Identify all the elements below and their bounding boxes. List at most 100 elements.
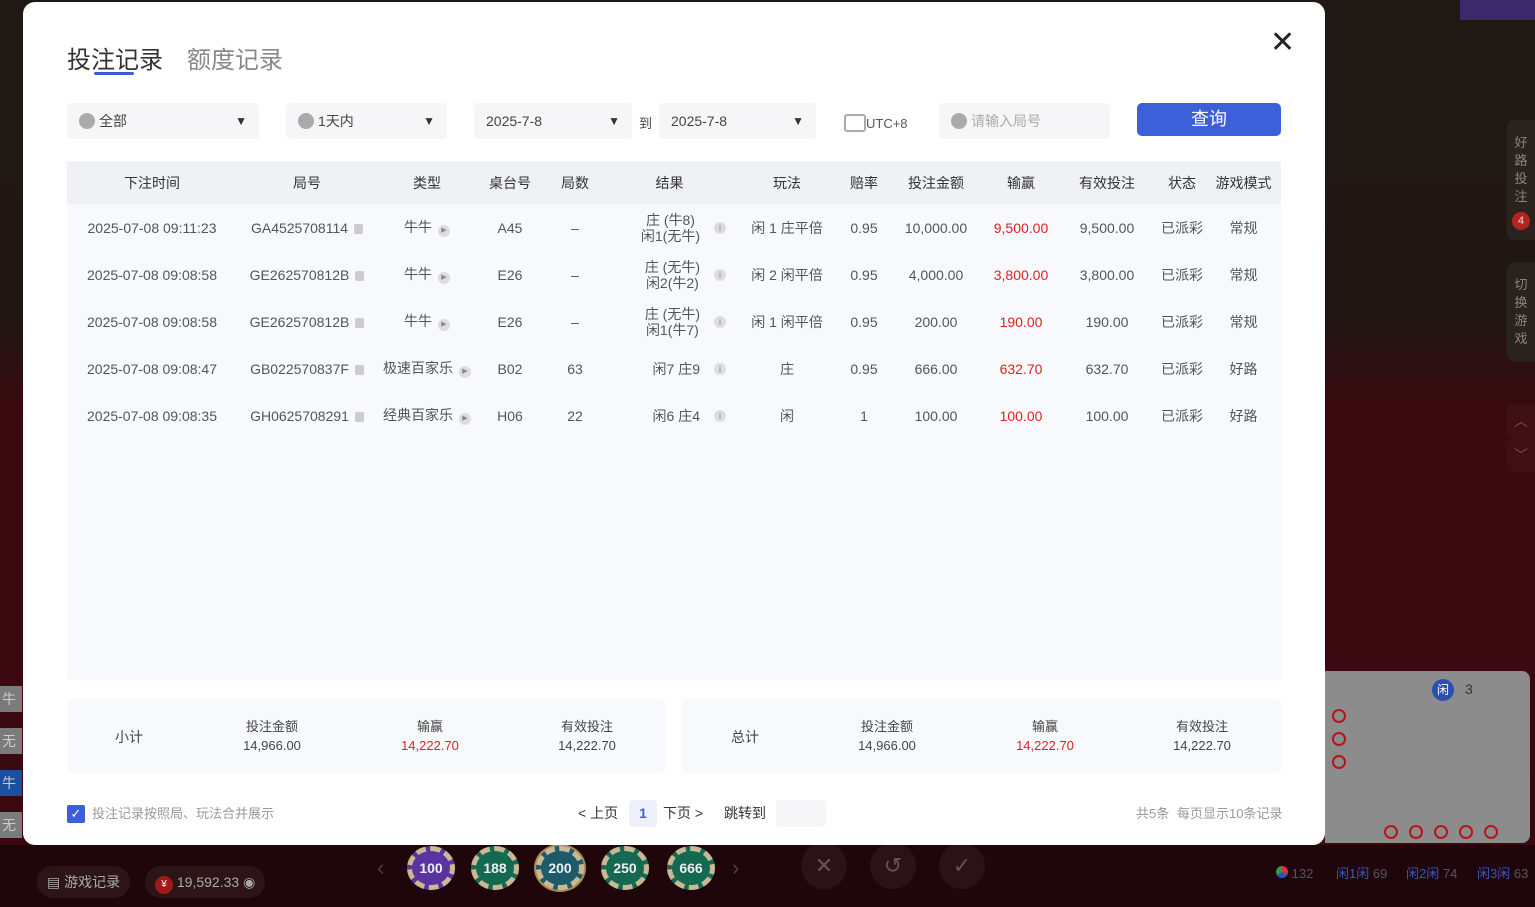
play-replay-icon[interactable]: ▶	[459, 412, 471, 425]
merge-checkbox[interactable]: ✓	[67, 805, 85, 823]
jump-page-input[interactable]	[776, 800, 826, 827]
chevron-left-icon[interactable]: ‹	[377, 855, 385, 880]
eye-icon[interactable]: ◉	[243, 874, 256, 890]
column-header: 投注金额	[908, 174, 964, 191]
result-line: 庄 (无牛)	[644, 305, 700, 322]
bet-play: 闲 1 庄平倍	[751, 219, 823, 236]
bet-time: 2025-07-08 09:08:58	[87, 313, 217, 330]
result-line: 庄 (无牛)	[644, 258, 700, 275]
bet-amount: 4,000.00	[908, 266, 964, 283]
switch-game-tab[interactable]: 切 换 游 戏	[1507, 262, 1535, 362]
balance-display: ¥ 19,592.33 ◉	[145, 866, 266, 898]
bet-time: 2025-07-08 09:11:23	[87, 219, 217, 236]
next-page-button[interactable]: 下页 >	[663, 805, 704, 821]
round-cell: GB022570837F	[237, 361, 377, 377]
chip-666[interactable]: 666	[667, 846, 715, 890]
currency-icon: ¥	[155, 876, 173, 894]
play-replay-icon[interactable]: ▶	[438, 271, 450, 284]
copy-icon[interactable]	[354, 223, 364, 234]
bet-time: 2025-07-08 09:08:47	[87, 360, 217, 377]
bet-play: 闲 1 闲平倍	[751, 313, 823, 330]
road-circle	[1409, 825, 1423, 839]
table-row: 2025-07-08 09:11:23 GA4525708114 牛牛 ▶ A45 – 庄 …	[67, 204, 1281, 251]
record-icon: ▤	[47, 874, 65, 890]
scroll-down-button[interactable]: ﹀	[1507, 438, 1535, 472]
tab-credit-records[interactable]: 额度记录	[187, 47, 283, 74]
road-circle	[1434, 825, 1448, 839]
bet-time: 2025-07-08 09:08:35	[87, 407, 217, 424]
confirm-bet-button[interactable]: ✓	[939, 843, 985, 889]
type-cell: 牛牛 ▶	[377, 219, 477, 237]
info-icon[interactable]: i	[714, 409, 726, 422]
page-1-button[interactable]: 1	[629, 800, 657, 827]
total-label: 总计	[731, 729, 759, 745]
round-number: GB022570837F	[250, 360, 349, 377]
game-mode: 好路	[1229, 360, 1258, 377]
tab-char: 投	[1514, 171, 1528, 186]
bet-play: 闲 2 闲平倍	[751, 266, 823, 283]
close-icon[interactable]: ✕	[1270, 26, 1296, 59]
road-circle	[1459, 825, 1473, 839]
column-header: 玩法	[773, 174, 801, 191]
merge-label: 投注记录按照局、玩法合并展示	[92, 806, 275, 821]
total-valid: 有效投注 14,222.70	[1173, 719, 1231, 753]
game-mode: 常规	[1229, 313, 1258, 330]
table-row: 2025-07-08 09:08:35 GH0625708291 经典百家乐 ▶ H06…	[67, 392, 1281, 439]
win-loss: 3,800.00	[993, 266, 1049, 283]
road-circle	[1332, 732, 1346, 746]
copy-icon[interactable]	[355, 317, 365, 328]
chip-200[interactable]: 200	[536, 846, 584, 890]
result-line: 闲2(牛2)	[645, 274, 699, 291]
chevron-right-icon[interactable]: ›	[732, 855, 740, 880]
game-type-select[interactable]: 全部 ▼	[67, 103, 259, 139]
time-range-select[interactable]: 1天内 ▼	[286, 103, 447, 139]
play-replay-icon[interactable]: ▶	[459, 365, 471, 378]
game-type: 牛牛	[404, 265, 432, 282]
round-cell: GE262570812B	[237, 267, 377, 283]
round-number: GE262570812B	[249, 266, 350, 283]
count-badge: 4	[1512, 212, 1530, 230]
prev-page-button[interactable]: < 上页	[578, 805, 619, 821]
chip-250[interactable]: 250	[601, 846, 649, 890]
tab-bet-records[interactable]: 投注记录	[67, 47, 163, 74]
info-icon[interactable]: i	[714, 221, 726, 234]
column-header: 局数	[561, 174, 589, 191]
play-replay-icon[interactable]: ▶	[438, 318, 450, 331]
good-road-bet-tab[interactable]: 好 路 投 注 4	[1507, 120, 1535, 240]
chip-188[interactable]: 188	[471, 846, 519, 890]
info-icon[interactable]: i	[714, 268, 726, 281]
table-id: E26	[497, 313, 523, 330]
info-icon[interactable]: i	[714, 362, 726, 375]
query-button[interactable]: 查询	[1137, 103, 1281, 136]
scroll-up-button[interactable]: ︿	[1507, 404, 1535, 438]
copy-icon[interactable]	[355, 270, 365, 281]
total-win: 输赢 14,222.70	[1016, 719, 1074, 753]
info-icon[interactable]: i	[714, 315, 726, 328]
odds: 1	[860, 407, 868, 424]
total-panel: 总计 投注金额 14,966.00 输赢 14,222.70 有效投注 14,222.…	[682, 699, 1281, 773]
win-loss: 9,500.00	[993, 219, 1049, 236]
balance-value: 19,592.33	[176, 874, 240, 890]
table-row: 2025-07-08 09:08:47 GB022570837F 极速百家乐 ▶ B02…	[67, 345, 1281, 392]
odds: 0.95	[850, 266, 878, 283]
status: 已派彩	[1161, 360, 1203, 377]
logo	[1460, 0, 1535, 20]
clock-icon	[298, 113, 314, 129]
copy-icon[interactable]	[354, 411, 364, 422]
game-record-button[interactable]: ▤ 游戏记录	[37, 866, 131, 898]
left-tag: 无	[0, 728, 22, 754]
caret-down-icon: ▼	[423, 114, 435, 128]
cancel-bet-button[interactable]: ✕	[801, 843, 847, 889]
copy-icon[interactable]	[354, 364, 364, 375]
chip-100[interactable]: 100	[407, 846, 455, 890]
date-to-select[interactable]: 2025-7-8 ▼	[659, 103, 816, 139]
play-replay-icon[interactable]: ▶	[438, 224, 450, 237]
road-circle	[1332, 755, 1346, 769]
date-from-select[interactable]: 2025-7-8 ▼	[474, 103, 632, 139]
game-mode: 常规	[1229, 266, 1258, 283]
win-loss: 190.00	[999, 313, 1043, 330]
undo-button[interactable]: ↺	[870, 843, 916, 889]
type-cell: 极速百家乐 ▶	[377, 360, 477, 378]
round-number-input[interactable]: 请输入局号	[939, 103, 1110, 139]
valid-bet: 3,800.00	[1079, 266, 1135, 283]
